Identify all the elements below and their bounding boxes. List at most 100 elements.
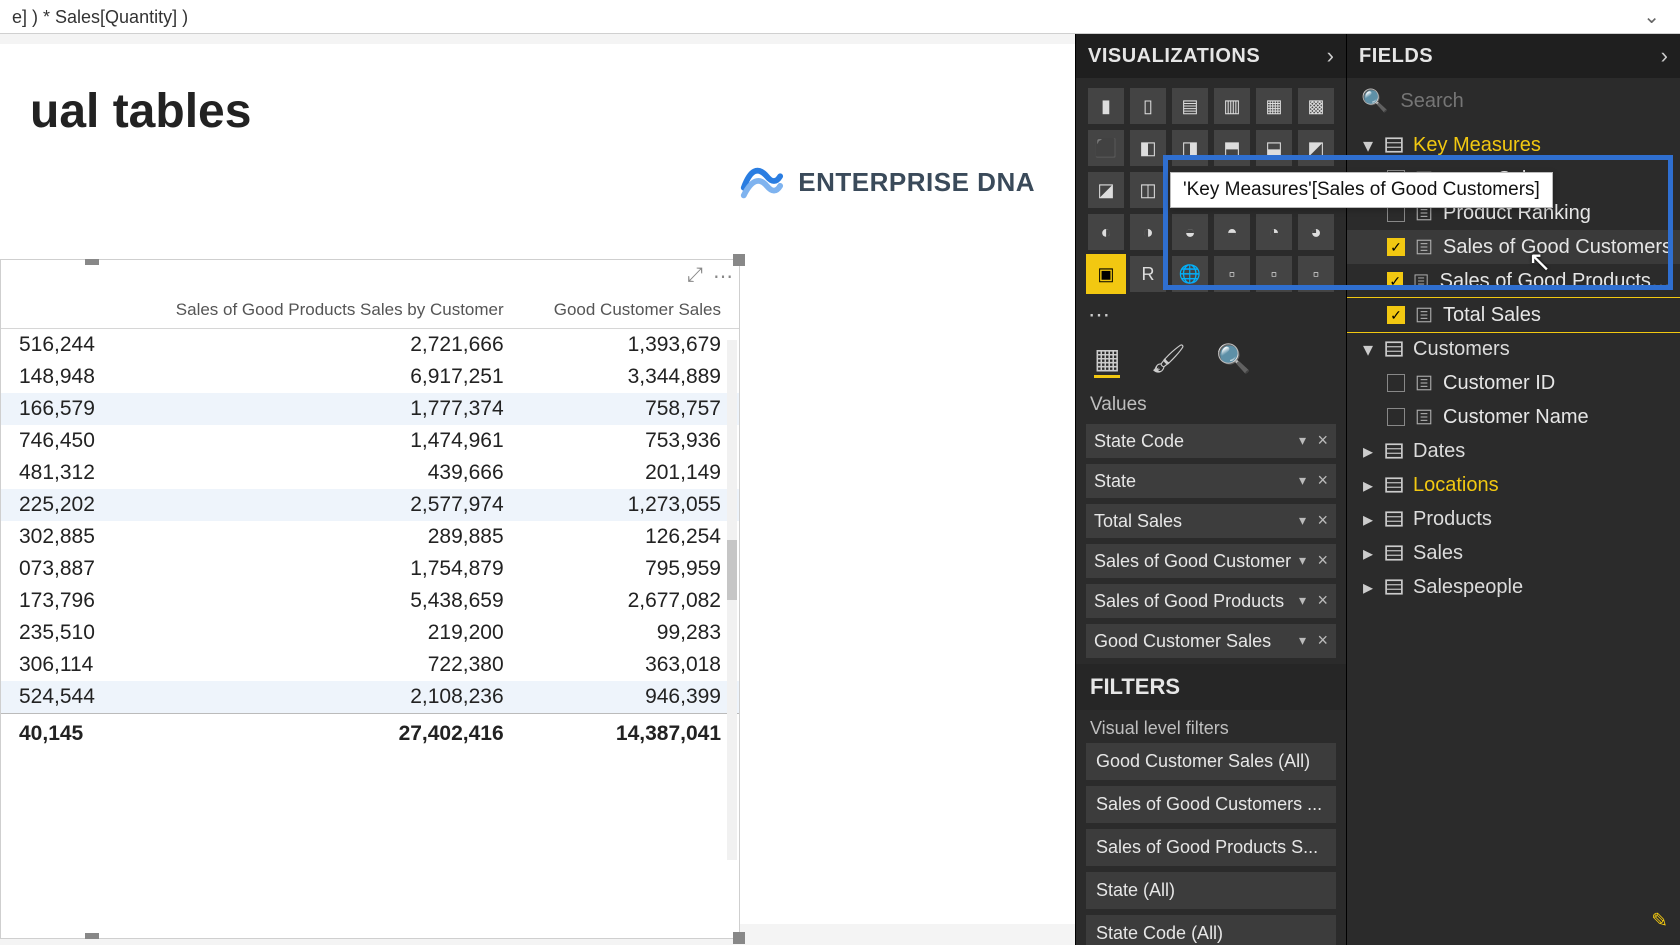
table-visual[interactable]: ⤢ ⋯ Sales of Good Products Sales by Cust…: [0, 259, 740, 939]
expand-icon[interactable]: ▸: [1361, 541, 1375, 566]
remove-icon[interactable]: ×: [1317, 510, 1328, 531]
expand-icon[interactable]: ▸: [1361, 473, 1375, 498]
checkbox[interactable]: ✓: [1387, 238, 1405, 256]
checkbox[interactable]: [1387, 374, 1405, 392]
formula-bar[interactable]: e] ) * Sales[Quantity] ) ⌄: [0, 0, 1680, 34]
expand-icon[interactable]: ▾: [1361, 337, 1375, 362]
viz-type-icon[interactable]: ◑: [1130, 214, 1166, 250]
field-node[interactable]: ✓Sales of Good Products Sa...: [1347, 264, 1680, 298]
viz-type-icon[interactable]: ▣: [1088, 256, 1124, 292]
viz-type-icon[interactable]: ⬒: [1214, 130, 1250, 166]
table-node[interactable]: ▸Dates: [1347, 434, 1680, 468]
column-header[interactable]: Sales of Good Products Sales by Customer: [126, 294, 522, 329]
data-table[interactable]: Sales of Good Products Sales by Customer…: [1, 294, 739, 750]
checkbox[interactable]: ✓: [1387, 306, 1405, 324]
table-node[interactable]: ▾Key Measures: [1347, 128, 1680, 162]
collapse-icon[interactable]: ›: [1327, 43, 1334, 69]
more-options-icon[interactable]: ⋯: [713, 264, 733, 289]
format-tab-icon[interactable]: 🖌: [1150, 342, 1186, 378]
remove-icon[interactable]: ×: [1317, 630, 1328, 651]
viz-type-icon[interactable]: ◫: [1130, 172, 1166, 208]
chevron-down-icon[interactable]: ▾: [1299, 552, 1306, 569]
field-well[interactable]: Good Customer Sales▾×: [1086, 624, 1336, 658]
expand-icon[interactable]: ▸: [1361, 575, 1375, 600]
field-node[interactable]: Customer ID: [1347, 366, 1680, 400]
field-node[interactable]: ✓Sales of Good Customers: [1347, 230, 1680, 264]
viz-type-icon[interactable]: R: [1130, 256, 1166, 292]
filter-item[interactable]: Good Customer Sales (All): [1086, 743, 1336, 780]
field-well[interactable]: Total Sales▾×: [1086, 504, 1336, 538]
fields-header[interactable]: FIELDS ›: [1347, 34, 1680, 78]
report-page[interactable]: ual tables ENTERPRISE DNA ⤢ ⋯: [0, 44, 1075, 924]
remove-icon[interactable]: ×: [1317, 590, 1328, 611]
resize-handle[interactable]: [733, 254, 745, 266]
table-row[interactable]: 235,510219,20099,283: [1, 617, 739, 649]
viz-type-icon[interactable]: ⬛: [1088, 130, 1124, 166]
viz-type-icon[interactable]: ▦: [1256, 88, 1292, 124]
table-row[interactable]: 166,5791,777,374758,757: [1, 393, 739, 425]
viz-type-icon[interactable]: ▫: [1214, 256, 1250, 292]
table-row[interactable]: 746,4501,474,961753,936: [1, 425, 739, 457]
table-row[interactable]: 302,885289,885126,254: [1, 521, 739, 553]
focus-mode-icon[interactable]: ⤢: [687, 264, 703, 289]
field-well[interactable]: State▾×: [1086, 464, 1336, 498]
viz-type-icon[interactable]: ◨: [1172, 130, 1208, 166]
viz-type-icon[interactable]: ▮: [1088, 88, 1124, 124]
search-input[interactable]: [1400, 90, 1666, 113]
field-well[interactable]: Sales of Good Products▾×: [1086, 584, 1336, 618]
table-row[interactable]: 516,2442,721,6661,393,679: [1, 329, 739, 362]
table-row[interactable]: 481,312439,666201,149: [1, 457, 739, 489]
filter-item[interactable]: Sales of Good Customers ...: [1086, 786, 1336, 823]
report-canvas[interactable]: ual tables ENTERPRISE DNA ⤢ ⋯: [0, 34, 1075, 945]
expand-icon[interactable]: ▸: [1361, 507, 1375, 532]
viz-type-icon[interactable]: 🌐: [1172, 256, 1208, 292]
feedback-icon[interactable]: ✎: [1651, 908, 1668, 933]
table-node[interactable]: ▸Sales: [1347, 536, 1680, 570]
viz-type-icon[interactable]: ◐: [1088, 214, 1124, 250]
visualizations-header[interactable]: VISUALIZATIONS ›: [1076, 34, 1346, 78]
viz-type-icon[interactable]: ▥: [1214, 88, 1250, 124]
filter-item[interactable]: State (All): [1086, 872, 1336, 909]
chevron-down-icon[interactable]: ⌄: [1643, 0, 1668, 34]
more-visuals-icon[interactable]: ⋯: [1076, 302, 1346, 336]
chevron-down-icon[interactable]: ▾: [1299, 432, 1306, 449]
chevron-down-icon[interactable]: ▾: [1299, 592, 1306, 609]
viz-type-icon[interactable]: ▫: [1298, 256, 1334, 292]
viz-type-icon[interactable]: ◔: [1256, 214, 1292, 250]
filter-item[interactable]: State Code (All): [1086, 915, 1336, 945]
expand-icon[interactable]: ▾: [1361, 133, 1375, 158]
viz-type-icon[interactable]: ▫: [1256, 256, 1292, 292]
chevron-down-icon[interactable]: ▾: [1299, 472, 1306, 489]
viz-type-icon[interactable]: ◩: [1298, 130, 1334, 166]
table-row[interactable]: 306,114722,380363,018: [1, 649, 739, 681]
table-row[interactable]: 073,8871,754,879795,959: [1, 553, 739, 585]
viz-type-icon[interactable]: ◕: [1298, 214, 1334, 250]
chevron-down-icon[interactable]: ▾: [1299, 512, 1306, 529]
chevron-down-icon[interactable]: ▾: [1299, 632, 1306, 649]
remove-icon[interactable]: ×: [1317, 550, 1328, 571]
table-node[interactable]: ▸Locations: [1347, 468, 1680, 502]
remove-icon[interactable]: ×: [1317, 470, 1328, 491]
table-row[interactable]: 173,7965,438,6592,677,082: [1, 585, 739, 617]
checkbox[interactable]: ✓: [1387, 272, 1403, 290]
viz-type-icon[interactable]: ▯: [1130, 88, 1166, 124]
remove-icon[interactable]: ×: [1317, 430, 1328, 451]
collapse-icon[interactable]: ›: [1661, 43, 1668, 69]
field-well[interactable]: Sales of Good Customer▾×: [1086, 544, 1336, 578]
viz-type-icon[interactable]: ▩: [1298, 88, 1334, 124]
fields-tab-icon[interactable]: ▦: [1094, 342, 1120, 378]
table-node[interactable]: ▾Customers: [1347, 332, 1680, 366]
analytics-tab-icon[interactable]: 🔍: [1216, 342, 1251, 378]
viz-type-icon[interactable]: ⬓: [1256, 130, 1292, 166]
checkbox[interactable]: [1387, 408, 1405, 426]
field-node[interactable]: Customer Name: [1347, 400, 1680, 434]
viz-type-icon[interactable]: ◪: [1088, 172, 1124, 208]
table-row[interactable]: 225,2022,577,9741,273,055: [1, 489, 739, 521]
resize-handle[interactable]: [85, 933, 99, 939]
field-well[interactable]: State Code▾×: [1086, 424, 1336, 458]
table-row[interactable]: 148,9486,917,2513,344,889: [1, 361, 739, 393]
table-node[interactable]: ▸Salespeople: [1347, 570, 1680, 604]
viz-type-icon[interactable]: ▤: [1172, 88, 1208, 124]
scrollbar[interactable]: [727, 340, 737, 860]
column-header[interactable]: [1, 294, 126, 329]
